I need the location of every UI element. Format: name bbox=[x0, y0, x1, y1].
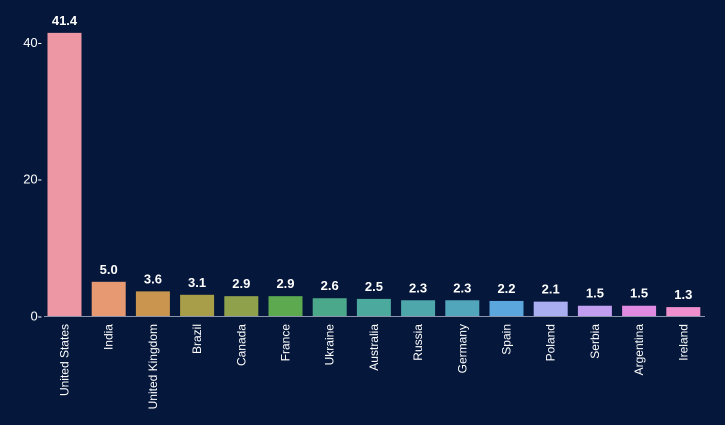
category-label: France bbox=[279, 324, 293, 362]
bar bbox=[180, 294, 215, 316]
value-label: 2.2 bbox=[497, 281, 515, 296]
value-label: 1.5 bbox=[630, 286, 648, 301]
y-tick-label: 20- bbox=[23, 172, 42, 187]
bar bbox=[577, 305, 612, 316]
category-label: Brazil bbox=[190, 324, 204, 354]
bar bbox=[489, 300, 524, 316]
category-label: Poland bbox=[544, 324, 558, 361]
bar bbox=[401, 300, 436, 316]
value-label: 2.3 bbox=[453, 280, 471, 295]
category-label: Ireland bbox=[676, 324, 690, 361]
bar bbox=[268, 296, 303, 316]
value-label: 2.1 bbox=[542, 282, 560, 297]
category-label: Canada bbox=[234, 324, 248, 366]
bar bbox=[622, 305, 657, 316]
category-label: United States bbox=[58, 324, 72, 396]
bar bbox=[312, 298, 347, 316]
value-label: 2.9 bbox=[276, 276, 294, 291]
bar bbox=[47, 32, 82, 317]
y-tick-label: 0- bbox=[30, 309, 42, 324]
value-label: 2.9 bbox=[232, 276, 250, 291]
category-label: Ukraine bbox=[323, 324, 337, 366]
value-label: 3.6 bbox=[144, 271, 162, 286]
y-tick-label: 40- bbox=[23, 35, 42, 50]
category-labels: United States India United Kingdom Brazil Ca… bbox=[58, 324, 691, 410]
value-label: 2.6 bbox=[321, 278, 339, 293]
value-label: 2.3 bbox=[409, 280, 427, 295]
y-axis-ticks: 0- 20- 40- bbox=[23, 35, 42, 324]
bar bbox=[91, 281, 126, 316]
category-label: Spain bbox=[500, 324, 514, 355]
category-label: United Kingdom bbox=[146, 324, 160, 409]
bar bbox=[533, 301, 568, 316]
bar bbox=[445, 300, 480, 316]
bar bbox=[356, 298, 391, 316]
value-label: 1.5 bbox=[586, 286, 604, 301]
bars bbox=[47, 32, 701, 317]
value-label: 2.5 bbox=[365, 279, 383, 294]
value-label: 41.4 bbox=[52, 13, 78, 28]
category-label: Russia bbox=[411, 324, 425, 361]
category-label: Argentina bbox=[632, 324, 646, 376]
bar bbox=[666, 307, 701, 316]
category-label: Serbia bbox=[588, 324, 602, 359]
bar bbox=[224, 296, 259, 316]
value-label: 3.1 bbox=[188, 275, 206, 290]
value-label: 1.3 bbox=[674, 287, 692, 302]
category-label: India bbox=[102, 324, 116, 350]
category-label: Australia bbox=[367, 324, 381, 371]
category-label: Germany bbox=[455, 324, 469, 373]
bar bbox=[135, 291, 170, 316]
value-labels: 41.4 5.0 3.6 3.1 2.9 2.9 2.6 2.5 2.3 2.3 2.2 2.1 1.5… bbox=[52, 13, 692, 302]
value-label: 5.0 bbox=[100, 262, 118, 277]
